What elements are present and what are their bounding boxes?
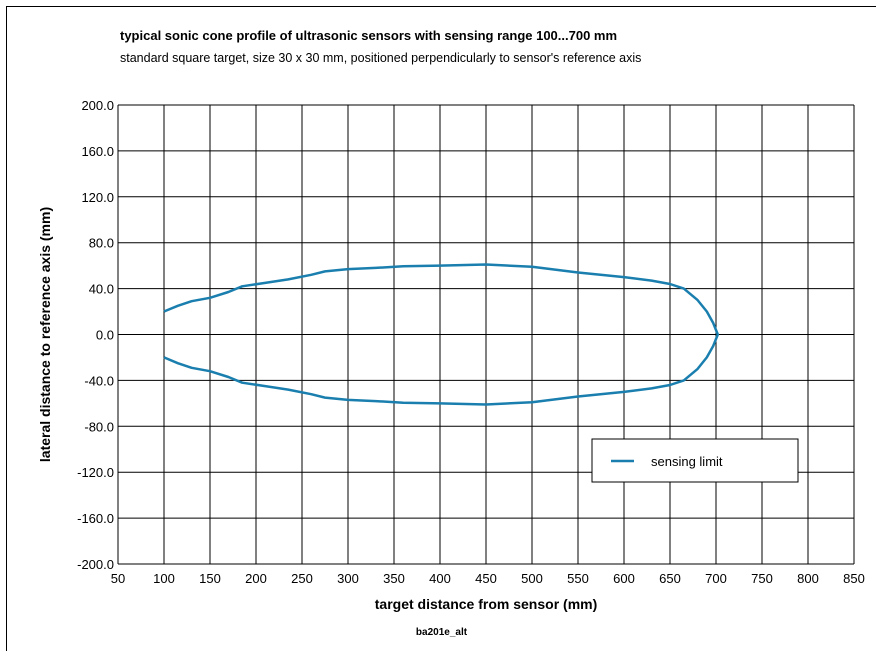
figure-code: ba201e_alt — [415, 627, 468, 638]
x-tick-label: 750 — [751, 571, 773, 586]
y-tick-label: 160.0 — [81, 144, 114, 159]
x-tick-label: 700 — [705, 571, 727, 586]
x-tick-label: 450 — [475, 571, 497, 586]
y-tick-labels: 200.0 160.0 120.0 80.0 40.0 0.0 -40.0 -80.0 -120… — [77, 98, 114, 572]
x-tick-label: 400 — [429, 571, 451, 586]
x-tick-label: 350 — [383, 571, 405, 586]
y-tick-label: -40.0 — [84, 373, 114, 388]
x-tick-label: 800 — [797, 571, 819, 586]
y-tick-label: -120.0 — [77, 465, 114, 480]
chart-subtitle: standard square target, size 30 x 30 mm,… — [120, 51, 642, 65]
y-tick-label: -160.0 — [77, 511, 114, 526]
x-tick-label: 100 — [153, 571, 175, 586]
y-tick-label: 120.0 — [81, 190, 114, 205]
x-tick-label: 550 — [567, 571, 589, 586]
x-axis-label: target distance from sensor (mm) — [375, 596, 598, 612]
x-tick-labels: 50 100 150 200 250 300 350 400 450 500 550 600 650 70… — [111, 571, 865, 586]
y-axis-label: lateral distance to reference axis (mm) — [37, 207, 53, 462]
y-tick-label: 40.0 — [89, 282, 114, 297]
x-tick-label: 850 — [843, 571, 865, 586]
y-tick-label: 0.0 — [96, 328, 114, 343]
y-tick-label: 80.0 — [89, 236, 114, 251]
legend-label: sensing limit — [651, 454, 723, 469]
x-tick-label: 200 — [245, 571, 267, 586]
x-tick-label: 150 — [199, 571, 221, 586]
x-tick-label: 300 — [337, 571, 359, 586]
chart-title: typical sonic cone profile of ultrasonic… — [120, 28, 618, 43]
y-tick-label: -80.0 — [84, 419, 114, 434]
x-tick-label: 650 — [659, 571, 681, 586]
y-tick-label: -200.0 — [77, 557, 114, 572]
x-tick-label: 250 — [291, 571, 313, 586]
grid-lines — [117, 104, 855, 565]
y-tick-label: 200.0 — [81, 98, 114, 113]
x-tick-label: 50 — [111, 571, 125, 586]
legend: sensing limit — [591, 438, 799, 483]
x-tick-label: 500 — [521, 571, 543, 586]
figure-frame — [6, 6, 876, 651]
series-line-sensing-limit — [163, 263, 720, 406]
x-tick-label: 600 — [613, 571, 635, 586]
